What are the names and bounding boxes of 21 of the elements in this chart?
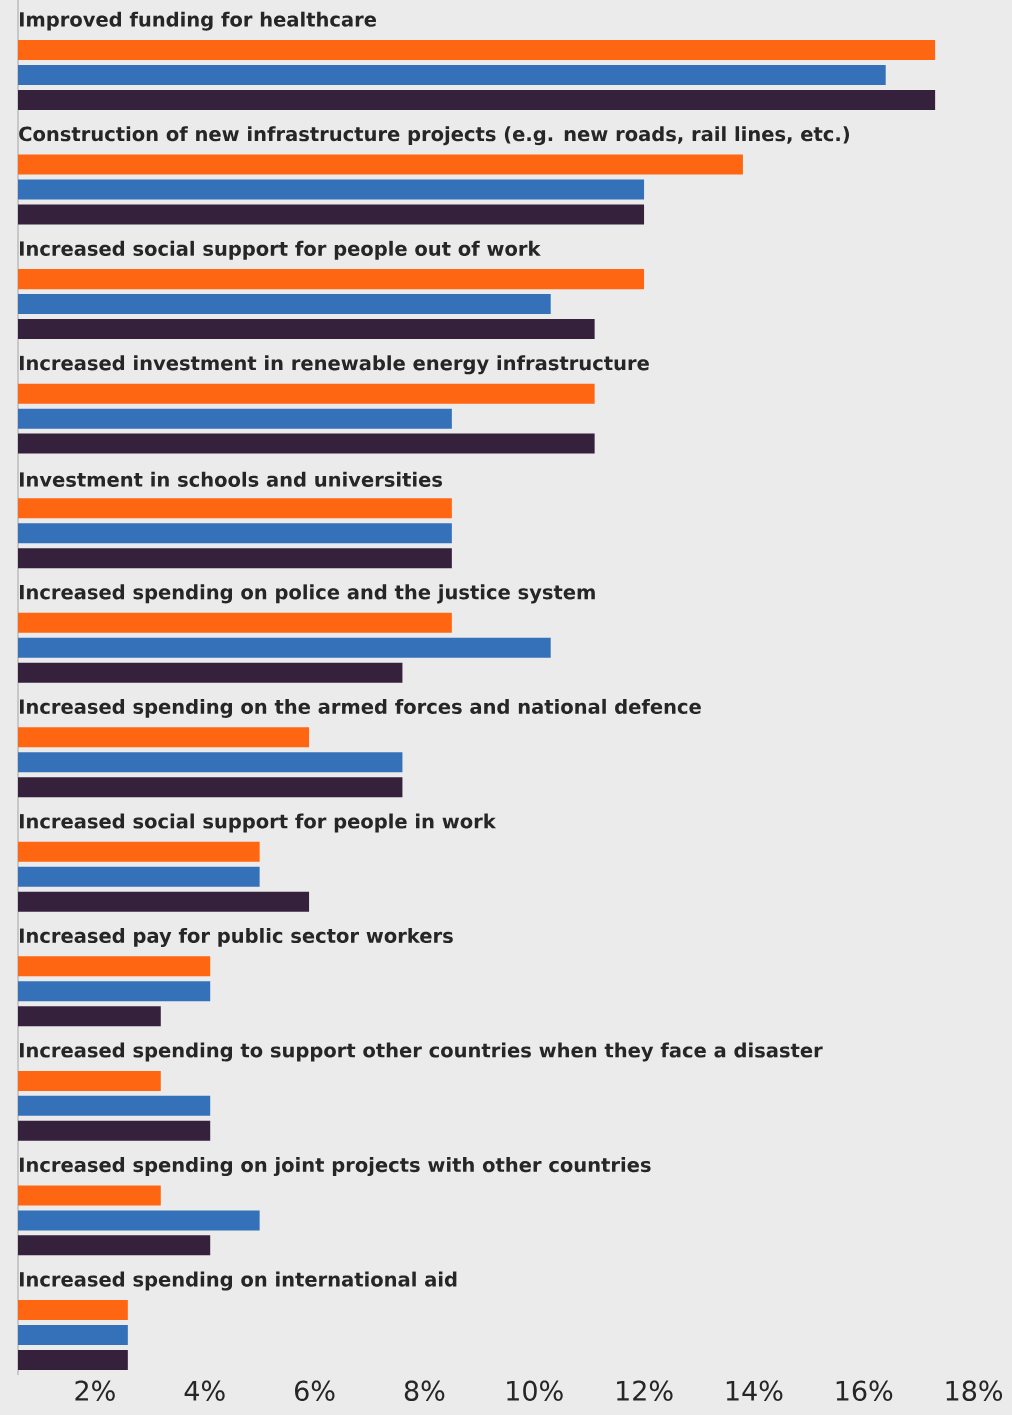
x-tick-label: 16%: [836, 1380, 893, 1401]
y-tick-label: Increased spending on the armed forces and national defence: [19, 698, 701, 718]
y-tick-label: Increased social support for people in work: [19, 813, 497, 833]
x-tick-label: 8%: [404, 1380, 445, 1401]
x-tick-label: 10%: [507, 1380, 563, 1401]
y-tick-label: Investment in schools and universities: [19, 471, 443, 487]
y-tick-label: Increased spending to support other countries when they face a disaster: [19, 1042, 823, 1062]
y-tick-label: Increased spending on joint projects with other countries: [19, 1157, 651, 1177]
y-tick-label: Increased social support for people out of work: [19, 240, 541, 260]
x-tick-label: 6%: [295, 1380, 335, 1401]
x-tick-label: 12%: [617, 1380, 673, 1401]
y-tick-label: Increased pay for public sector workers: [19, 927, 453, 947]
y-tick-label: Increased spending on police and the justice system: [19, 584, 595, 604]
x-tick-label: 14%: [726, 1380, 783, 1401]
x-tick-label: 18%: [946, 1380, 1003, 1401]
y-tick-label: Increased investment in renewable energy infrastructure: [19, 355, 649, 375]
x-tick-label: 4%: [184, 1380, 225, 1401]
y-tick-label: Construction of new infrastructure projects (e.g. new roads, rail lines, etc.): [19, 126, 850, 146]
x-tick-label: 2%: [75, 1380, 115, 1401]
y-tick-label: Improved funding for healthcare: [19, 11, 377, 31]
y-tick-label: Increased spending on international aid: [19, 1271, 457, 1291]
